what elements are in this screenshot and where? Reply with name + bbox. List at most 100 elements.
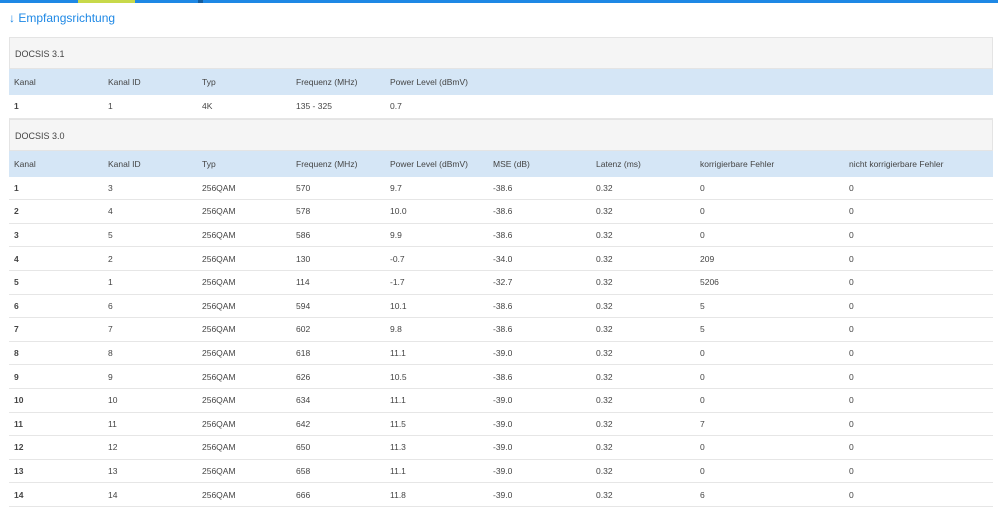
table-cell: 6 (14, 300, 19, 311)
table-cell: 642 (296, 418, 311, 429)
table-cell: 256QAM (202, 206, 236, 217)
table-cell: 256QAM (202, 300, 236, 311)
header-row: Kanal Kanal ID Typ Frequenz (MHz) Power Leve… (9, 69, 993, 95)
table-cell: 570 (296, 182, 311, 193)
table-cell: 114 (296, 277, 310, 288)
data-row: 12 12 256QAM 650 11.3 -39.0 0.32 0 0 (9, 436, 993, 460)
table-cell: 0 (700, 230, 705, 241)
table-cell: 0.32 (596, 324, 613, 335)
table-cell: 0 (849, 418, 854, 429)
table-cell: 0.32 (596, 253, 613, 264)
table-cell: 8 (14, 348, 19, 359)
active-tab-indicator (78, 0, 135, 3)
table-cell: 0.32 (596, 371, 613, 382)
table-cell: 11 (108, 418, 117, 429)
table-cell: 14 (14, 489, 24, 500)
table-cell: 9 (14, 371, 19, 382)
table-cell: 0 (849, 230, 854, 241)
table-cell: 256QAM (202, 418, 236, 429)
table-cell: 1 (14, 101, 19, 112)
table-cell: 11.3 (390, 442, 406, 453)
data-row: 7 7 256QAM 602 9.8 -38.6 0.32 5 0 (9, 318, 993, 342)
table-cell: 0 (849, 466, 854, 477)
table-cell: -38.6 (493, 371, 513, 382)
table-cell: -39.0 (493, 489, 513, 500)
table-cell: 2 (108, 253, 113, 264)
table-cell: 0 (849, 324, 854, 335)
table-cell: 0.32 (596, 230, 613, 241)
column-header: Frequenz (MHz) (296, 77, 358, 87)
table-cell: 0 (700, 442, 705, 453)
table-cell: 5206 (700, 277, 719, 288)
table-cell: 10.5 (390, 371, 407, 382)
table-cell: 0.32 (596, 395, 613, 406)
table-cell: -38.6 (493, 324, 513, 335)
table-cell: 10.0 (390, 206, 407, 217)
table-cell: -39.0 (493, 466, 513, 477)
table-cell: 130 (296, 253, 311, 264)
table-cell: 7 (700, 418, 705, 429)
table-cell: 3 (14, 230, 19, 241)
table-cell: 586 (296, 230, 311, 241)
table-cell: 9.7 (390, 182, 402, 193)
table-cell: 0 (849, 253, 854, 264)
table-cell: 0.32 (596, 466, 613, 477)
table-cell: 2 (14, 206, 19, 217)
table-cell: 650 (296, 442, 311, 453)
table-cell: -38.6 (493, 182, 513, 193)
table-cell: 578 (296, 206, 311, 217)
table-cell: 0 (700, 348, 705, 359)
table-cell: -39.0 (493, 442, 513, 453)
data-row: 1 1 4K 135 - 325 0.7 (9, 95, 993, 119)
table-cell: -39.0 (493, 348, 513, 359)
data-row: 14 14 256QAM 666 11.8 -39.0 0.32 6 0 (9, 483, 993, 507)
table-cell: 1 (14, 182, 19, 193)
table-cell: 0 (700, 182, 705, 193)
table-cell: 12 (14, 442, 24, 453)
data-row: 10 10 256QAM 634 11.1 -39.0 0.32 0 0 (9, 389, 993, 413)
table-cell: 209 (700, 253, 715, 264)
table-cell: 9 (108, 371, 113, 382)
table-cell: 5 (700, 324, 705, 335)
table-cell: 626 (296, 371, 311, 382)
table-cell: 658 (296, 466, 311, 477)
column-header: Power Level (dBmV) (390, 158, 468, 169)
table-cell: 1 (108, 277, 113, 288)
table-cell: -32.7 (493, 277, 513, 288)
table-cell: 256QAM (202, 324, 236, 335)
table-cell: 4 (108, 206, 113, 217)
section-title: DOCSIS 3.1 (9, 37, 993, 69)
table-cell: 8 (108, 348, 113, 359)
data-row: 13 13 256QAM 658 11.1 -39.0 0.32 0 0 (9, 460, 993, 484)
table-cell: 256QAM (202, 277, 236, 288)
table-cell: 0.32 (596, 300, 613, 311)
table-cell: 0.32 (596, 418, 613, 429)
data-row: 11 11 256QAM 642 11.5 -39.0 0.32 7 0 (9, 413, 993, 437)
table-cell: 14 (108, 489, 118, 500)
table-cell: 12 (108, 442, 118, 453)
table-cell: 13 (14, 466, 24, 477)
channel-table: DOCSIS 3.1 Kanal Kanal ID Typ Frequenz (MHz)… (9, 37, 993, 507)
table-cell: -38.6 (493, 230, 513, 241)
table-cell: 256QAM (202, 489, 236, 500)
section-heading[interactable]: ↓ Empfangsrichtung (9, 11, 116, 25)
table-cell: 0.32 (596, 348, 613, 359)
table-cell: 3 (108, 182, 113, 193)
table-cell: 0 (700, 206, 705, 217)
table-cell: -39.0 (493, 418, 513, 429)
table-cell: 9.9 (390, 230, 402, 241)
data-row: 5 1 256QAM 114 -1.7 -32.7 0.32 5206 0 (9, 271, 993, 295)
table-cell: 11.1 (390, 395, 406, 406)
table-cell: 5 (108, 230, 113, 241)
table-cell: 10 (108, 395, 118, 406)
table-cell: 0 (849, 395, 854, 406)
data-row: 1 3 256QAM 570 9.7 -38.6 0.32 0 0 (9, 177, 993, 201)
column-header: Kanal (14, 158, 36, 169)
table-cell: 5 (14, 277, 19, 288)
column-header: korrigierbare Fehler (700, 158, 775, 169)
table-cell: 256QAM (202, 230, 236, 241)
column-header: Kanal ID (108, 77, 141, 87)
table-cell: -39.0 (493, 395, 513, 406)
table-cell: 0 (849, 277, 854, 288)
table-cell: 0.32 (596, 206, 613, 217)
